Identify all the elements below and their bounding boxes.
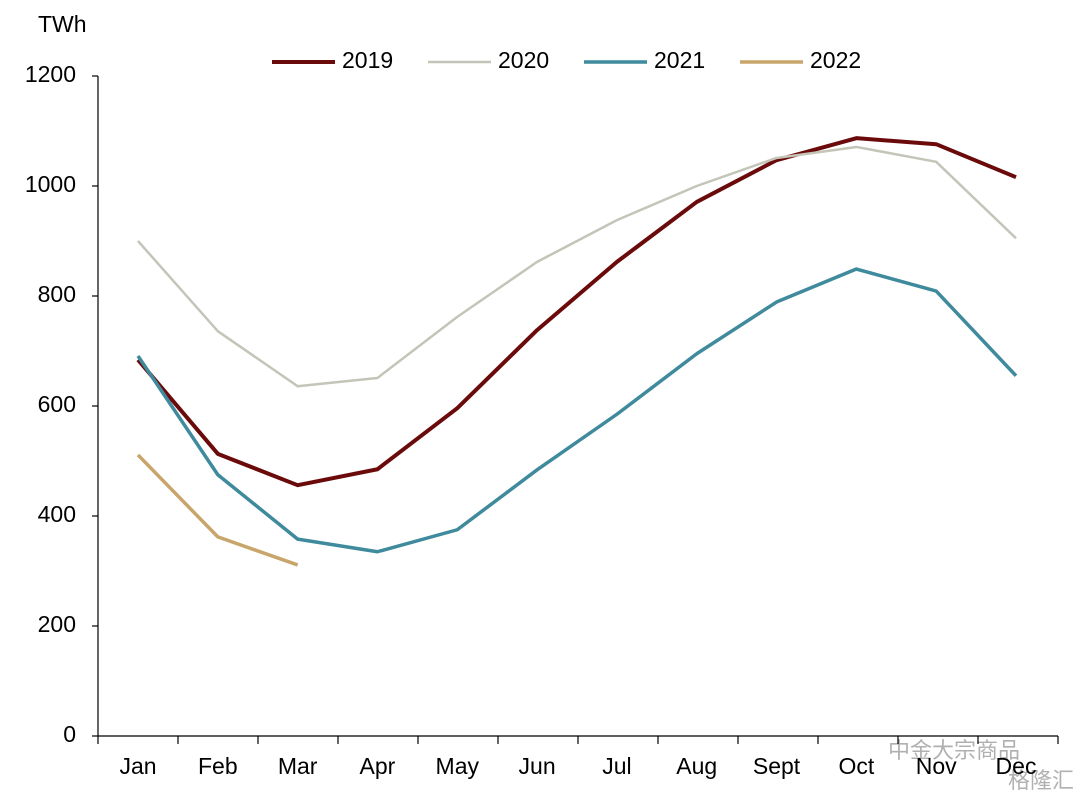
y-tick-label: 400 [38, 501, 76, 527]
x-tick-label: Jun [519, 753, 556, 779]
series-line [136, 136, 1017, 488]
x-tick-label: Sept [753, 753, 801, 779]
watermark: 中金大宗商品 [888, 739, 1020, 764]
x-tick-label: Jul [602, 753, 631, 779]
x-tick-label: Aug [676, 753, 717, 779]
legend-label: 2019 [342, 47, 393, 73]
x-tick-label: Mar [278, 753, 318, 779]
y-tick-label: 600 [38, 391, 76, 417]
x-tick-label: Apr [360, 753, 396, 779]
y-tick-label: 1000 [25, 171, 76, 197]
y-tick-label: 800 [38, 281, 76, 307]
legend-label: 2020 [498, 47, 549, 73]
y-tick-label: 200 [38, 611, 76, 637]
x-tick-label: May [436, 753, 480, 779]
y-tick-label: 0 [63, 721, 76, 747]
series-line [136, 267, 1018, 554]
watermark: 格隆汇 [1008, 769, 1074, 794]
x-tick-label: Oct [838, 753, 874, 779]
x-tick-label: Nov [916, 753, 957, 779]
x-tick-label: Dec [996, 753, 1037, 779]
legend-label: 2022 [810, 47, 861, 73]
x-tick-label: Jan [119, 753, 156, 779]
series-line [136, 453, 299, 567]
series-line [137, 145, 1017, 388]
x-tick-label: Feb [198, 753, 238, 779]
y-axis-label: TWh [38, 11, 87, 37]
y-tick-label: 1200 [25, 61, 76, 87]
legend-label: 2021 [654, 47, 705, 73]
